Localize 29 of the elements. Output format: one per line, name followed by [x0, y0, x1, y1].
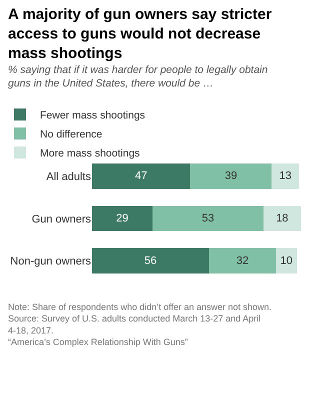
- y-tick-label: Gun owners: [32, 213, 92, 226]
- bar: [92, 163, 190, 189]
- chart-title: A majority of gun owners say stricter access to guns would not decrease mass shootings: [8, 6, 272, 62]
- legend-label: No difference: [40, 128, 102, 141]
- text: “America’s Complex Relationship With Guns”: [8, 337, 188, 348]
- source-note: Source: Survey of U.S. adults conducted March 13-27 and April 4-18, 2017.: [8, 314, 261, 336]
- legend-label: More mass shootings: [40, 148, 140, 160]
- legend-label: Fewer mass shootings: [40, 110, 146, 122]
- bar: [276, 248, 297, 274]
- bar: [272, 163, 299, 189]
- bar: [263, 206, 301, 232]
- bar: [92, 206, 153, 232]
- data-label: 10: [280, 254, 292, 267]
- data-label: 29: [116, 212, 128, 224]
- text: Note: Share of respondents who didn’t offer an answer not shown.: [8, 302, 272, 312]
- bar: [152, 206, 264, 232]
- bar: [92, 248, 210, 274]
- bar: [190, 163, 272, 189]
- data-label: 53: [202, 212, 214, 224]
- data-label: 13: [279, 170, 292, 182]
- data-label: 32: [236, 254, 249, 267]
- data-label: 56: [144, 254, 157, 267]
- data-label: 47: [134, 170, 148, 182]
- bar: [209, 248, 276, 274]
- data-label: 39: [224, 170, 238, 182]
- y-tick-label: Non-gun owners: [10, 256, 92, 268]
- y-tick-label: All adults: [46, 171, 92, 184]
- chart-subtitle: % saying that if it was harder for people to legally obtain guns in the United States, there would be …: [8, 64, 268, 90]
- data-label: 18: [276, 212, 288, 224]
